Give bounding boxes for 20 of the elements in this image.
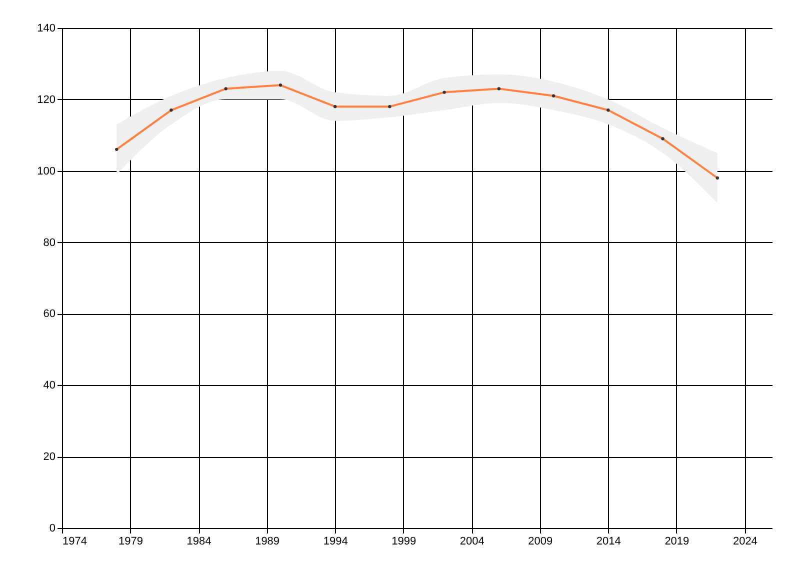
x-tick-label: 1974: [62, 536, 87, 548]
y-tick-label: 120: [37, 94, 56, 106]
y-tick-label: 0: [49, 522, 56, 534]
x-tick-label: 2024: [732, 536, 758, 548]
y-tick-label: 60: [43, 308, 56, 320]
x-tick-label: 2019: [664, 536, 690, 548]
y-tick-label: 20: [43, 451, 56, 464]
x-tick-label: 1994: [323, 536, 348, 548]
y-tick-label: 40: [43, 380, 56, 392]
x-tick-label: 1999: [392, 536, 416, 548]
line-series: [115, 84, 719, 180]
y-tick-label: 100: [37, 165, 56, 178]
x-tick-label: 1989: [255, 536, 280, 548]
x-tick-label: 1984: [186, 536, 212, 548]
x-tick-label: 2004: [460, 536, 484, 548]
x-tick-label: 1979: [118, 536, 144, 548]
x-tick-label: 2014: [596, 536, 621, 548]
x-tick-label: 2009: [528, 536, 553, 548]
y-tick-label: 80: [43, 236, 56, 249]
y-tick-label: 140: [37, 22, 56, 34]
